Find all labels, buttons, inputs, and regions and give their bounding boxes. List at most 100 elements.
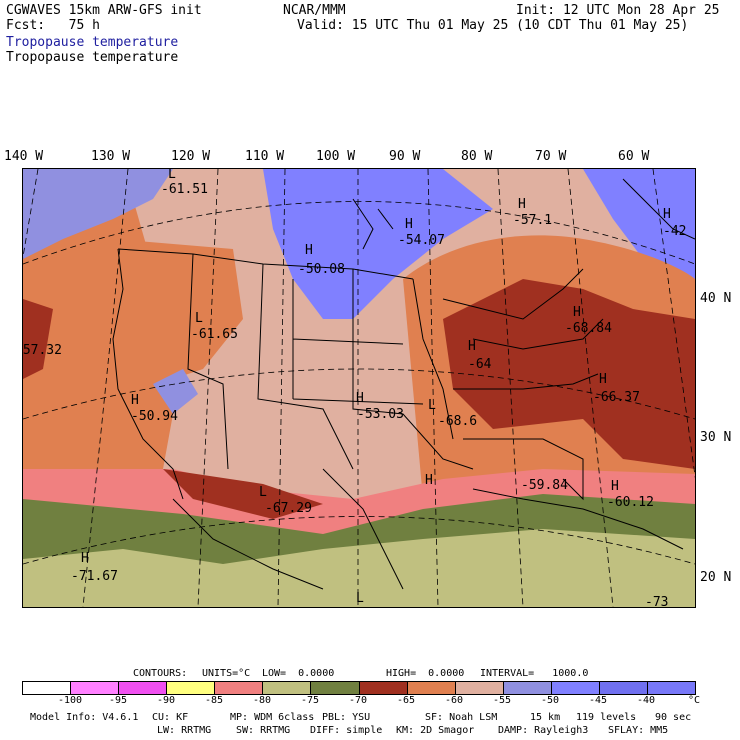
pressure-kind: H — [405, 217, 413, 232]
region-minus50 — [153, 369, 198, 414]
region-minus50 — [23, 169, 173, 259]
pressure-kind: H — [131, 393, 139, 408]
surface-scheme: SF: Noah LSM — [425, 712, 498, 723]
lon-label: 90 W — [389, 149, 421, 164]
timestep: 90 sec — [655, 712, 692, 723]
pressure-value: -67.29 — [265, 501, 312, 516]
color-scale-tick: -100 — [57, 695, 83, 706]
lon-label: 110 W — [245, 149, 285, 164]
region-minus65 — [443, 279, 695, 469]
grid-resolution: 15 km — [530, 712, 561, 723]
pressure-kind: L — [195, 311, 203, 326]
pressure-value: -73 — [645, 595, 669, 608]
lon-label: 60 W — [618, 149, 650, 164]
contours-high: HIGH= 0.0000 — [386, 668, 465, 679]
region-minus45 — [263, 169, 493, 319]
region-minus45 — [583, 169, 695, 279]
color-scale-tick: -70 — [348, 695, 368, 706]
pressure-value: -64 — [468, 357, 492, 372]
pressure-value: -50.08 — [298, 262, 345, 277]
organization: NCAR/MMM — [283, 3, 346, 18]
color-swatch — [311, 682, 360, 694]
pressure-value: -50.94 — [131, 409, 178, 424]
political-boundaries — [112, 178, 695, 590]
color-scale-tick: -55 — [492, 695, 512, 706]
pressure-kind: H — [81, 551, 89, 566]
pressure-kind: H — [468, 339, 476, 354]
color-scale-tick: -65 — [396, 695, 416, 706]
color-swatch — [71, 682, 120, 694]
pressure-kind: H — [518, 197, 526, 212]
color-swatch — [119, 682, 168, 694]
valid-time: Valid: 15 UTC Thu 01 May 25 (10 CDT Thu … — [297, 18, 689, 33]
color-swatch — [263, 682, 312, 694]
contours-interval: INTERVAL= 1000.0 — [480, 668, 589, 679]
longwave-scheme: LW: RRTMG — [157, 725, 212, 736]
region-minus65 — [23, 299, 53, 379]
pressure-value: -68.84 — [565, 321, 612, 336]
pbl-scheme: PBL: YSU — [322, 712, 371, 723]
pressure-kind: H — [573, 305, 581, 320]
init-time: Init: 12 UTC Mon 28 Apr 25 — [516, 3, 720, 18]
pressure-kind: H — [599, 372, 607, 387]
pressure-kind: H — [663, 207, 671, 222]
pressure-value: -57.1 — [513, 213, 553, 228]
lon-label: 120 W — [171, 149, 211, 164]
pressure-value: -53.03 — [357, 407, 404, 422]
model-title: CGWAVES 15km ARW-GFS init — [6, 3, 202, 18]
color-scale-tick: -90 — [156, 695, 176, 706]
color-scale-tick: -80 — [252, 695, 272, 706]
vertical-levels: 119 levels — [576, 712, 637, 723]
pressure-value: -54.07 — [398, 233, 445, 248]
pressure-value: -59.84 — [521, 478, 568, 493]
color-scale-tick: -45 — [588, 695, 608, 706]
color-swatch — [551, 682, 600, 694]
pressure-value: -61.65 — [191, 327, 238, 342]
color-scale-tick: °C — [687, 695, 701, 706]
color-scale-tick: -40 — [636, 695, 656, 706]
color-scale-tick: -95 — [108, 695, 128, 706]
lon-label: 130 W — [91, 149, 131, 164]
color-swatch — [503, 682, 552, 694]
color-swatch — [407, 682, 456, 694]
pressure-kind: L — [356, 591, 364, 606]
color-scale-bar — [22, 681, 696, 695]
color-scale-tick: -50 — [540, 695, 560, 706]
field-title-primary: Tropopause temperature — [6, 35, 179, 50]
color-swatch — [599, 682, 649, 694]
color-swatch — [648, 682, 696, 694]
shortwave-scheme: SW: RRTMG — [236, 725, 291, 736]
temperature-map — [23, 169, 695, 607]
map-panel: L -61.51 H -54.07 H -57.1 H -42 H -50.08… — [22, 168, 696, 608]
pressure-value: -60.12 — [607, 495, 654, 510]
pressure-kind: L — [259, 485, 267, 500]
lon-label: 70 W — [535, 149, 567, 164]
color-scale-tick: -60 — [444, 695, 464, 706]
pressure-kind: L — [428, 398, 436, 413]
color-swatch — [359, 682, 408, 694]
contours-low: LOW= 0.0000 — [262, 668, 335, 679]
pressure-value: -68.6 — [438, 414, 478, 429]
pressure-value: -61.51 — [161, 182, 208, 197]
microphysics-scheme: MP: WDM 6class — [230, 712, 315, 723]
region-minus60 — [113, 239, 243, 389]
lat-label: 20 N — [700, 570, 732, 585]
lon-label: 100 W — [316, 149, 356, 164]
graticule — [23, 169, 695, 607]
color-swatch — [215, 682, 264, 694]
lon-label: 140 W — [4, 149, 44, 164]
km-scheme: KM: 2D Smagor — [396, 725, 475, 736]
color-swatch — [23, 682, 72, 694]
lat-label: 30 N — [700, 430, 732, 445]
region-minus75 — [23, 529, 695, 607]
pressure-kind: H — [611, 479, 619, 494]
region-minus65 — [163, 469, 323, 519]
color-scale-tick: -85 — [204, 695, 224, 706]
pressure-kind: H — [425, 473, 433, 488]
pressure-kind: H — [305, 243, 313, 258]
color-scale-tick: -75 — [300, 695, 320, 706]
pressure-value: -57.32 — [22, 343, 62, 358]
damping-scheme: DAMP: Rayleigh3 — [498, 725, 589, 736]
lon-label: 80 W — [461, 149, 493, 164]
pressure-value: -42 — [663, 224, 687, 239]
